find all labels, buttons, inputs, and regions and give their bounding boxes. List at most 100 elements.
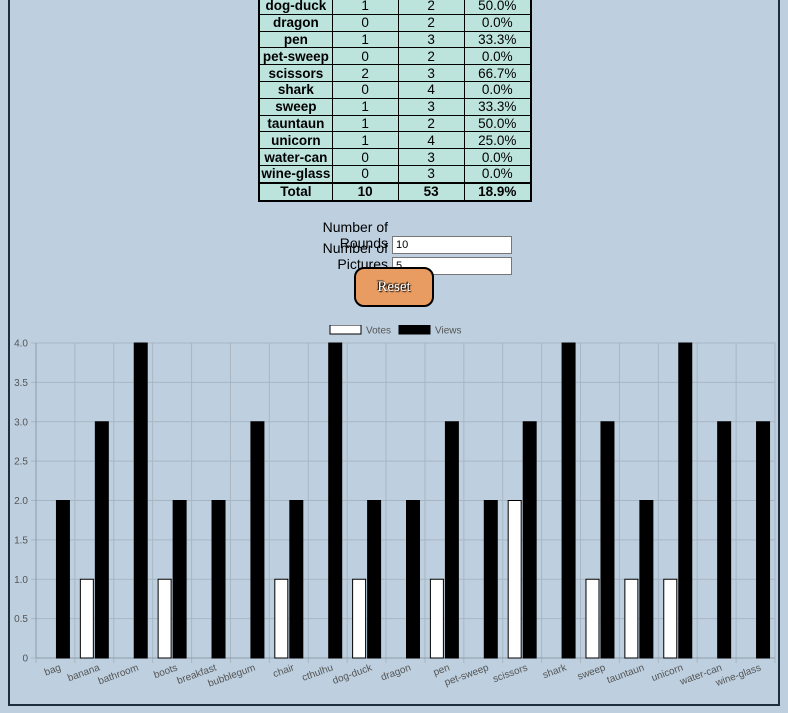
bar-views-pen [444,421,459,659]
bar-views-dragon [406,500,420,659]
x-tick-label: pet-sweep [443,662,491,688]
x-tick-label: shark [541,662,569,681]
votes-views-chart: 0 0.5 1.0 1.5 2.0 2.5 3.0 3.5 4.0 bag bananabathro… [14,325,776,690]
percent-cell: 18.9% [463,181,532,202]
item-name-cell: scissors [258,64,333,82]
x-tick-label: tauntaun [606,662,646,686]
legend-label-views: Views [435,326,462,337]
views-cell: 2 [397,0,465,15]
table-row: pen 1 3 33.3% [258,30,532,49]
views-cell: 4 [397,131,465,150]
bar-votes-boots [157,578,172,659]
x-tick-label: chair [272,662,297,680]
votes-cell: 1 [331,97,399,116]
percent-cell: 0.0% [463,13,532,32]
table-row: dragon 0 2 0.0% [258,13,532,32]
bar-views-bathroom [133,342,148,659]
bar-views-shark [561,342,576,659]
table-row: pet-sweep 0 2 0.0% [258,47,532,66]
table-row: unicorn 1 4 25.0% [258,131,532,150]
bar-views-cthulhu [328,342,343,659]
table-row: scissors 2 3 66.7% [258,64,532,82]
bar-views-water-can [717,421,732,659]
bar-views-pet-sweep [483,500,498,659]
x-tick-label: bathroom [97,662,140,687]
item-name-cell: sweep [258,97,333,116]
bar-votes-chair [274,578,289,659]
bar-votes-unicorn [663,578,678,659]
table-row: dog-duck 1 2 50.0% [258,0,532,15]
y-tick-label: 4.0 [14,339,28,350]
views-cell: 3 [397,164,465,184]
percent-cell: 0.0% [463,80,532,99]
views-cell: 3 [397,30,465,49]
item-name-cell: pet-sweep [258,47,333,66]
legend-swatch-votes [329,325,362,335]
bar-views-breakfast [211,500,226,659]
bar-views-tauntaun [639,500,654,659]
percent-cell: 33.3% [463,97,532,116]
votes-cell: 0 [331,13,399,32]
bar-views-chair [289,500,304,659]
bar-views-sweep [600,421,615,659]
y-tick-label: 3.0 [14,417,28,428]
table-row: wine-glass 0 3 0.0% [258,164,532,184]
y-tick-label: 2.5 [14,457,28,468]
x-tick-label: bag [43,662,62,678]
votes-cell: 1 [331,0,399,15]
views-cell: 3 [397,97,465,116]
table-row: water-can 0 3 0.0% [258,148,532,166]
bar-views-boots [172,500,187,659]
votes-cell: 10 [331,181,399,202]
item-name-cell: wine-glass [258,164,333,184]
x-tick-label: banana [66,662,102,684]
x-tick-label: scissors [492,662,530,685]
percent-cell: 0.0% [463,148,532,166]
item-name-cell: water-can [258,148,333,166]
percent-cell: 50.0% [463,0,532,15]
bar-views-wine-glass [756,421,771,659]
views-cell: 4 [397,80,465,99]
results-table-body: dog-duck 1 2 50.0% dragon 0 2 0.0% pen 1 3 33.3% pet… [258,0,532,202]
y-tick-label: 2.0 [14,496,28,507]
bar-votes-banana [79,578,94,659]
votes-cell: 1 [331,30,399,49]
percent-cell: 0.0% [463,47,532,66]
votes-cell: 1 [331,114,399,133]
legend-label-votes: Votes [366,326,391,337]
y-tick-label: 0 [22,654,28,665]
bar-votes-sweep [585,578,600,659]
item-name-cell: dog-duck [258,0,333,15]
item-name-cell: shark [258,80,333,99]
rounds-row: Number of Rounds [276,219,512,254]
x-tick-label: boots [152,662,179,681]
bar-views-scissors [522,421,537,659]
y-tick-label: 0.5 [14,614,28,625]
table-row: sweep 1 3 33.3% [258,97,532,116]
votes-cell: 0 [331,148,399,166]
views-cell: 3 [397,148,465,166]
item-name-cell: Total [258,181,333,202]
views-cell: 2 [397,114,465,133]
page-container: dog-duck 1 2 50.0% dragon 0 2 0.0% pen 1 3 33.3% pet… [8,0,780,706]
votes-cell: 1 [331,131,399,150]
views-cell: 2 [397,13,465,32]
bar-votes-pen [429,578,444,659]
item-name-cell: unicorn [258,131,333,150]
rounds-input[interactable] [392,236,512,254]
percent-cell: 66.7% [463,64,532,82]
bar-views-bag [55,500,70,659]
reset-button[interactable]: Reset [354,267,434,307]
x-tick-label: dragon [380,662,413,683]
x-tick-label: dog-duck [331,662,374,687]
views-cell: 53 [397,181,465,202]
bar-views-bubblegum [250,421,265,659]
x-tick-label: sweep [576,662,607,682]
bar-votes-dog-duck [352,578,367,659]
y-tick-label: 3.5 [14,378,28,389]
item-name-cell: dragon [258,13,333,32]
views-cell: 2 [397,47,465,66]
bar-views-dog-duck [367,500,382,659]
item-name-cell: tauntaun [258,114,333,133]
x-tick-label: cthulhu [301,662,335,683]
